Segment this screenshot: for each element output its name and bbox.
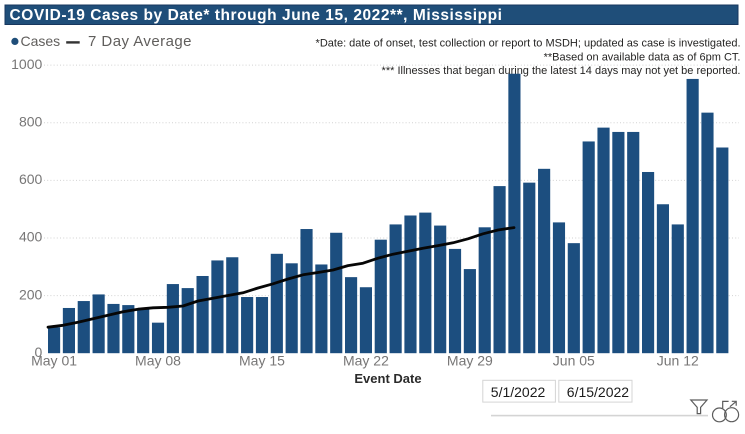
svg-text:400: 400 — [19, 229, 43, 245]
svg-text:May 22: May 22 — [343, 352, 389, 368]
svg-text:May 08: May 08 — [135, 352, 181, 368]
svg-text:Cases: Cases — [21, 33, 61, 49]
svg-text:COVID-19 Cases by Date* throug: COVID-19 Cases by Date* through June 15,… — [10, 7, 503, 24]
svg-text:200: 200 — [19, 286, 43, 302]
svg-text:6/15/2022: 6/15/2022 — [567, 384, 629, 400]
svg-text:**Based on available data as o: **Based on available data as of 6pm CT. — [544, 51, 741, 63]
svg-text:Jun 12: Jun 12 — [657, 352, 699, 368]
svg-text:0: 0 — [35, 344, 43, 360]
svg-text:800: 800 — [19, 113, 43, 129]
svg-text:May 29: May 29 — [447, 352, 493, 368]
svg-text:May 01: May 01 — [31, 352, 77, 368]
svg-text:*** Illnesses that began durin: *** Illnesses that began during the late… — [382, 65, 741, 77]
svg-text:May 15: May 15 — [239, 352, 285, 368]
svg-text:7 Day Average: 7 Day Average — [88, 33, 192, 50]
svg-text:Jun 05: Jun 05 — [553, 352, 595, 368]
svg-text:600: 600 — [19, 171, 43, 187]
svg-text:Event Date: Event Date — [354, 371, 421, 386]
svg-text:1000: 1000 — [11, 56, 42, 72]
svg-text:*Date: date of onset, test col: *Date: date of onset, test collection or… — [316, 37, 741, 49]
svg-text:5/1/2022: 5/1/2022 — [491, 384, 546, 400]
